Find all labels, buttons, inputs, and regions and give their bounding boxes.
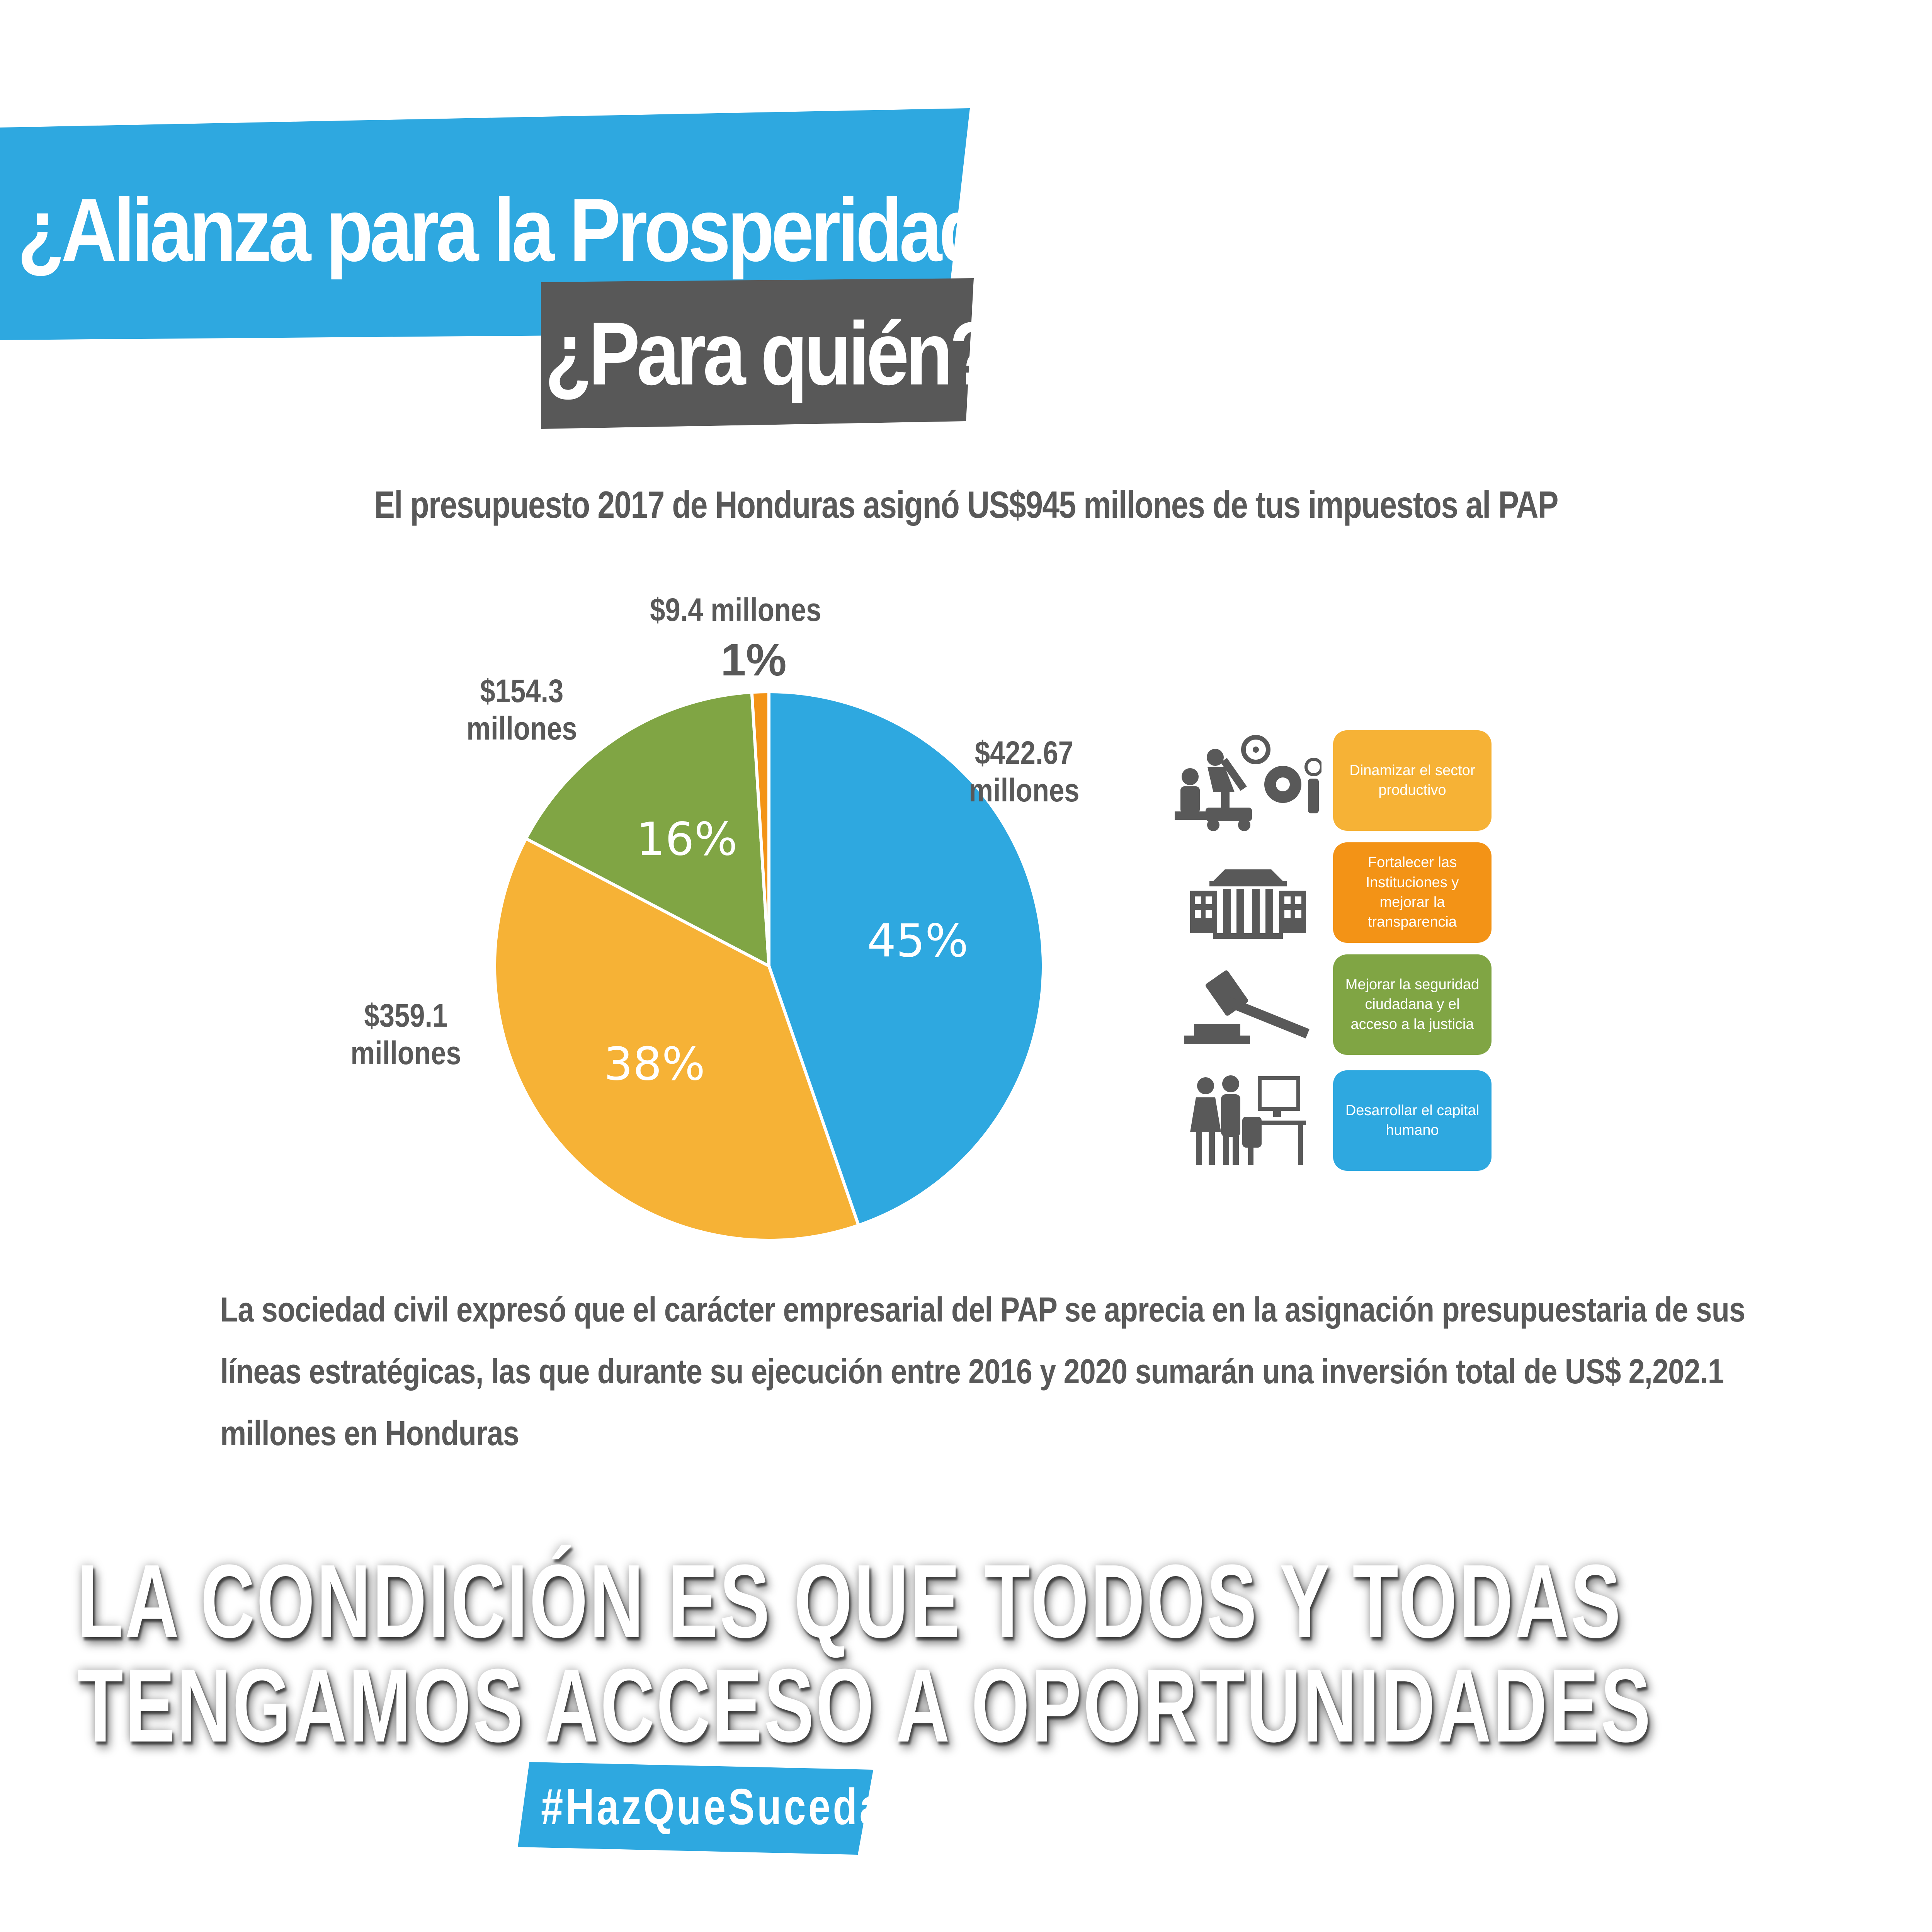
- legend-item-sector-productivo: Dinamizar el sector productivo: [1333, 730, 1492, 831]
- amount-value: $9.4 millones: [650, 592, 821, 628]
- amount-value: $422.67: [975, 735, 1073, 771]
- hashtag: #HazQueSuceda: [541, 1778, 884, 1835]
- legend-item-capital-humano: Desarrollar el capital humano: [1333, 1070, 1492, 1171]
- amount-label-capital-humano: $422.67 millones: [969, 734, 1079, 809]
- legend-label: Desarrollar el capital humano: [1345, 1102, 1480, 1138]
- amount-label-instituciones: $9.4 millones: [650, 591, 821, 629]
- pie-slice-sector-productivo: [493, 836, 861, 1242]
- amount-label-sector-productivo: $359.1 millones: [350, 997, 461, 1071]
- amount-unit: millones: [466, 710, 577, 747]
- civil-society-paragraph: La sociedad civil expresó que el carácte…: [220, 1291, 1745, 1453]
- amount-value: $154.3: [480, 673, 564, 709]
- legend-label: Mejorar la seguridad ciudadana y el acce…: [1345, 976, 1480, 1032]
- subtitle-banner-gray: [541, 278, 974, 429]
- slogan-line-1: LA CONDICIÓN ES QUE TODOS Y TODAS: [77, 1543, 1622, 1660]
- pie-slice-instituciones: [750, 690, 770, 966]
- page-subtitle: ¿Para quién?: [545, 304, 997, 404]
- slogan-line-2: TENGAMOS ACCESO A OPORTUNIDADES: [77, 1648, 1653, 1764]
- percent-label: 16%: [636, 812, 737, 866]
- percent-label: 45%: [867, 914, 968, 967]
- pie-slice-seguridad: [524, 690, 771, 969]
- legend-label: Dinamizar el sector productivo: [1349, 762, 1475, 798]
- pie-chart: 45% 38% 16%: [493, 690, 1045, 1242]
- people-computer-icon: [1190, 1075, 1306, 1165]
- pie-slice-capital-humano: [767, 690, 1045, 1228]
- amount-unit: millones: [350, 1034, 461, 1071]
- amount-label-seguridad: $154.3 millones: [466, 672, 577, 747]
- page-title: ¿Alianza para la Prosperidad?: [17, 180, 1030, 280]
- chart-intro: El presupuesto 2017 de Honduras asignó U…: [374, 483, 1558, 526]
- gavel-icon: [1184, 970, 1310, 1044]
- government-building-icon: [1190, 869, 1306, 939]
- title-banners: [0, 108, 974, 429]
- hashtag-banner: [518, 1762, 873, 1855]
- amount-value: $359.1: [364, 997, 448, 1034]
- legend-item-instituciones: Fortalecer las Instituciones y mejorar l…: [1333, 842, 1492, 943]
- legend-item-seguridad: Mejorar la seguridad ciudadana y el acce…: [1333, 954, 1492, 1055]
- amount-unit: millones: [969, 772, 1080, 808]
- workers-machinery-icon: [1175, 735, 1321, 831]
- legend-label: Fortalecer las Instituciones y mejorar l…: [1366, 854, 1459, 930]
- percent-label: 38%: [604, 1037, 705, 1091]
- percent-label-instituciones: 1%: [721, 634, 787, 685]
